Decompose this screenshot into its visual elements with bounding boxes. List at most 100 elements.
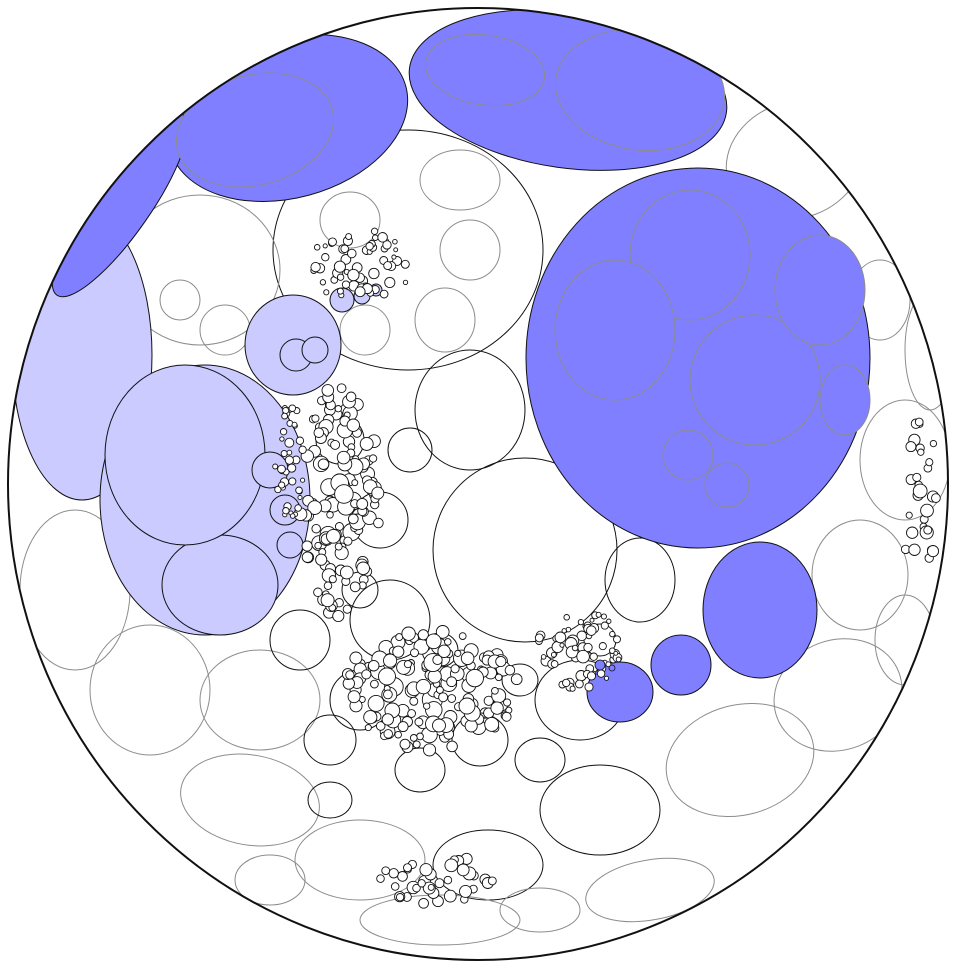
bottom-cell (359, 894, 521, 946)
dense-cluster-bottom-cell (456, 863, 470, 877)
dense-cluster-bottom-cell (403, 863, 412, 873)
dense-cluster-top-cell (333, 260, 346, 273)
dense-cluster-chain-cell (278, 481, 286, 489)
dense-cluster-top-cell (336, 287, 344, 295)
dense-cluster-top-cell (345, 233, 353, 241)
dense-cluster-lower-cell (414, 717, 424, 727)
dense-cluster-chain-cell (284, 455, 294, 465)
dense-cluster-chain-cell (288, 404, 297, 412)
dense-cluster-center-cell (301, 540, 313, 552)
dense-cluster-center-cell (345, 391, 357, 403)
dense-cluster-center-cell (336, 383, 347, 394)
left-lower-cell-2 (199, 649, 321, 751)
dense-cluster-lower-cell (407, 709, 416, 718)
lower-right-cell-2 (665, 702, 815, 818)
dense-cluster-top-cell (402, 279, 409, 286)
dense-cluster-edge-cell (912, 483, 928, 499)
dense-cluster-top-cell (393, 247, 399, 253)
dense-cluster-top-cell (400, 259, 410, 269)
dense-cluster-lower-cell (367, 659, 380, 672)
dense-cluster-bottom-cell (487, 876, 497, 886)
pale-small-cell-2 (301, 336, 329, 364)
dense-cluster-right-cell (600, 621, 609, 630)
dense-cluster-right-cell (589, 652, 598, 661)
dense-cluster-bottom-cell (419, 863, 433, 877)
dense-cluster-center-cell (368, 454, 378, 463)
dense-cluster-chain-cell (279, 428, 288, 436)
dense-cluster-top-cell (323, 289, 330, 296)
dense-cluster-center-cell (321, 384, 335, 397)
dense-cluster-right-cell (613, 650, 619, 656)
dense-cluster-top-cell (310, 261, 321, 273)
dense-cluster-lower-cell (370, 679, 379, 689)
dense-cluster-lower-cell (363, 710, 378, 725)
lower-left-cell (180, 753, 320, 847)
dense-cluster-center-cell (359, 436, 374, 451)
dense-cluster-chain-cell (288, 477, 297, 486)
dense-cluster-top-cell (347, 248, 357, 259)
dense-cluster-top-cell (341, 280, 351, 289)
dense-cluster-center-cell (326, 511, 334, 519)
center-lower-cell-5 (514, 737, 566, 783)
dense-cluster-chain-cell (286, 449, 293, 456)
upper-cluster-cell-4 (414, 287, 476, 353)
blue-small-cell-2 (586, 661, 654, 723)
dense-cluster-top-cell (354, 286, 366, 298)
right-edge-cell-2 (811, 519, 909, 631)
dense-cluster-lower-cell (435, 686, 444, 694)
left-center-cell (269, 609, 331, 671)
dense-cluster-center-cell (336, 450, 351, 465)
dense-cluster-right-cell (575, 679, 584, 689)
dense-cluster-lower-cell (450, 664, 460, 674)
dense-cluster-center-cell (307, 500, 323, 515)
pale-tiny-cell (329, 287, 355, 313)
dense-cluster-lower-cell (409, 734, 418, 742)
dense-cluster-center-cell (334, 542, 343, 551)
dense-cluster-bottom-cell (418, 897, 429, 909)
dense-cluster-lower-cell (435, 625, 450, 639)
left-cluster-cell-2 (159, 279, 201, 321)
blue-inner-cell-4 (774, 234, 866, 346)
dense-cluster-lower-cell (432, 654, 443, 666)
dense-cluster-bottom-cell (381, 866, 391, 876)
dense-cluster-chain-cell (295, 436, 305, 445)
left-center-cell-2 (303, 714, 357, 766)
lower-cell (539, 764, 661, 856)
dense-cluster-lower-cell (446, 676, 457, 688)
dense-cluster-chain-cell (279, 436, 285, 442)
lower-cell-4 (307, 781, 353, 819)
dense-cluster-center-cell (351, 479, 359, 487)
dense-cluster-lower-cell (425, 633, 442, 650)
blue-top-left-inner (175, 72, 335, 188)
dense-cluster-right-cell (589, 617, 595, 623)
dense-cluster-lower-cell (501, 711, 512, 722)
dense-cluster-top-cell (391, 254, 397, 260)
dense-cluster-bottom-cell (417, 879, 426, 888)
dense-cluster-chain-cell (284, 437, 295, 448)
blue-small-cell (650, 634, 712, 696)
dense-cluster-center-cell (313, 587, 323, 598)
upper-cluster-cell-3 (439, 219, 501, 281)
right-cell (604, 537, 676, 623)
blue-inner-cell-2 (689, 314, 821, 446)
dense-cluster-lower-cell (378, 667, 396, 686)
dense-cluster-bottom-cell (390, 882, 400, 891)
dense-cluster-top-cell (379, 289, 389, 299)
dense-cluster-lower-cell (410, 648, 419, 658)
dense-cluster-right-cell (550, 660, 559, 668)
dense-cluster-right-cell (569, 685, 576, 692)
dense-cluster-lower-cell (458, 697, 476, 715)
dense-cluster-lower-cell (423, 702, 431, 710)
dense-cluster-center-cell (323, 581, 333, 590)
dense-cluster-right-cell (577, 618, 585, 626)
dense-cluster-right-cell (595, 611, 602, 618)
dense-cluster-lower-cell (432, 718, 446, 733)
dense-cluster-center-cell (356, 497, 369, 510)
dense-cluster-bottom-cell (444, 858, 459, 873)
dense-cluster-right-cell (563, 614, 570, 621)
dense-cluster-top-cell (383, 261, 393, 271)
dense-cluster-center-cell (346, 418, 360, 432)
dense-cluster-center-cell (328, 575, 337, 584)
dense-cluster-top-cell (347, 268, 360, 282)
upper-cluster-cell-5 (339, 304, 391, 356)
